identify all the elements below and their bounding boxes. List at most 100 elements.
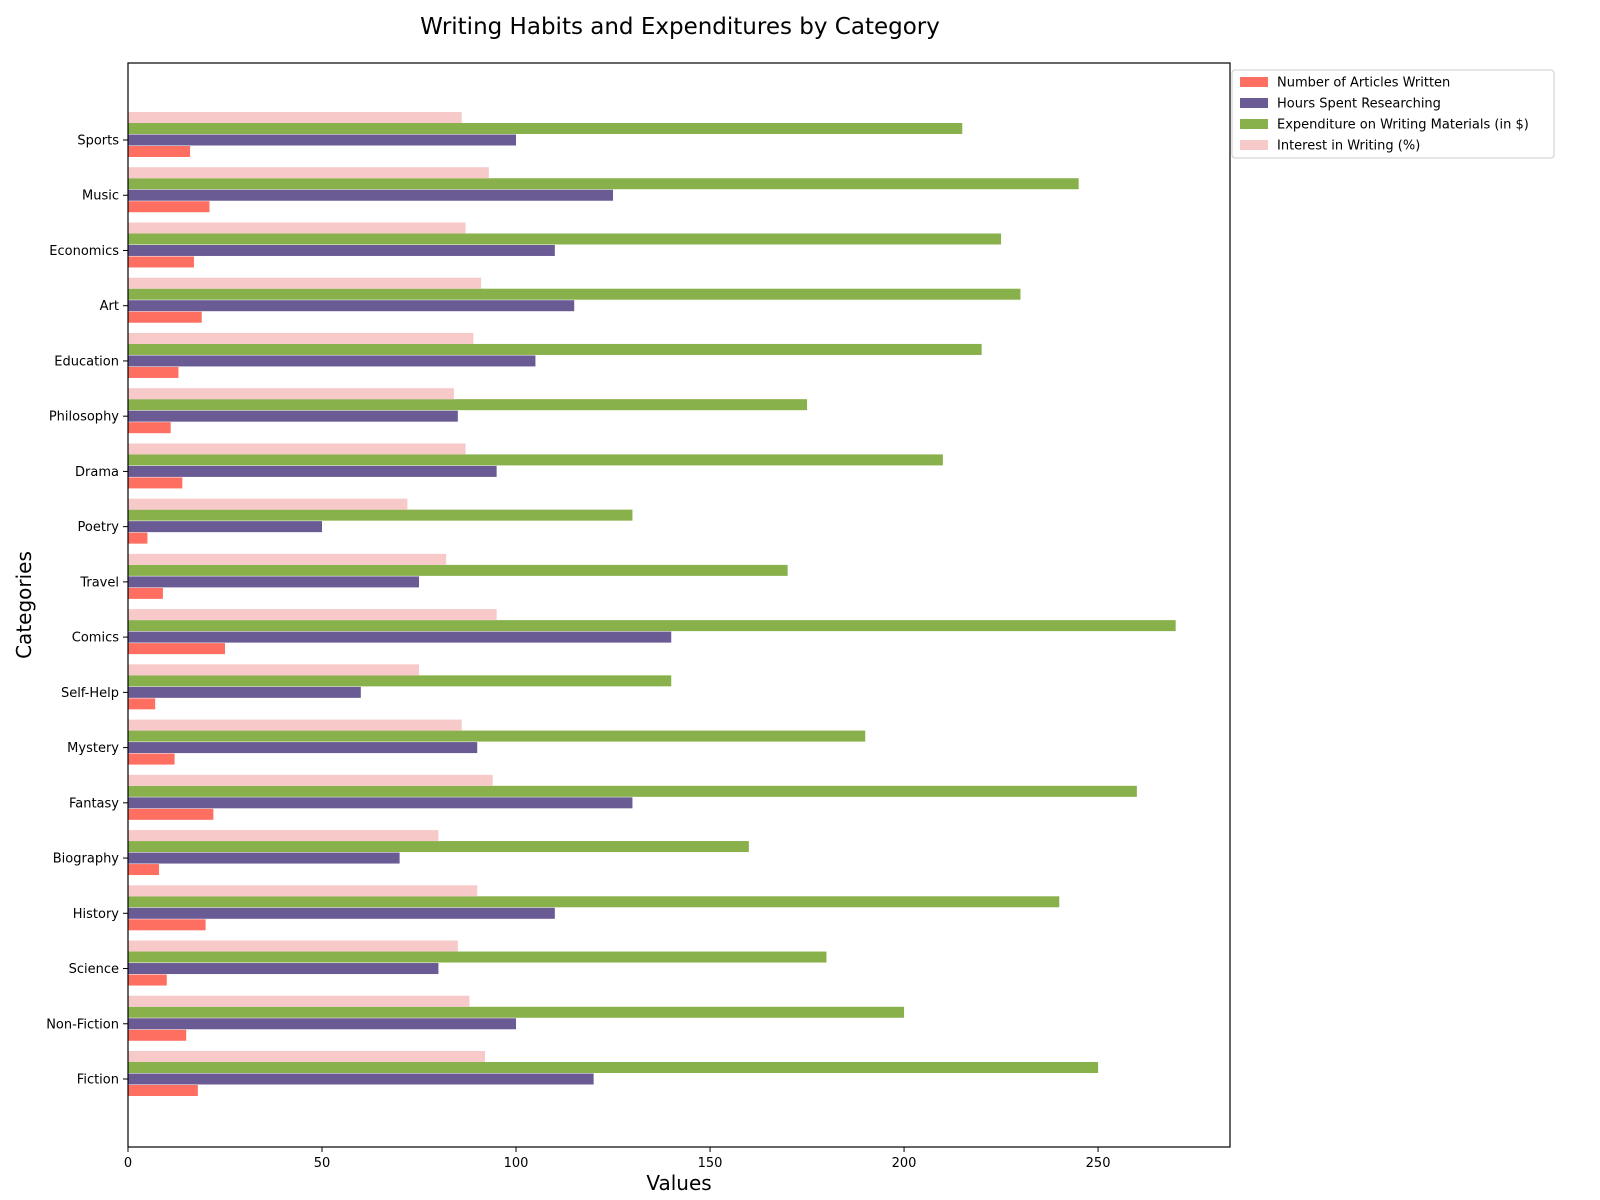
bar-biography-series-2 <box>128 852 400 864</box>
bar-science-series-1 <box>128 974 167 986</box>
bar-fantasy-series-3 <box>128 785 1137 797</box>
y-tick-label: Comics <box>72 631 119 646</box>
y-tick-label: Sports <box>77 134 119 149</box>
bar-philosophy-series-4 <box>128 388 454 400</box>
y-tick-label: Non-Fiction <box>46 1017 119 1032</box>
x-tick-label: 0 <box>124 1156 132 1171</box>
bar-history-series-2 <box>128 907 555 919</box>
y-tick-label: Education <box>54 354 119 369</box>
bar-self-help-series-2 <box>128 686 361 698</box>
plot-frame <box>127 62 1231 1148</box>
legend-label: Interest in Writing (%) <box>1277 139 1420 154</box>
bar-fiction-series-2 <box>128 1073 594 1085</box>
bar-fiction-series-1 <box>128 1085 198 1096</box>
bar-travel-series-3 <box>128 564 788 576</box>
y-tick-label: Biography <box>53 852 120 867</box>
bar-education-series-2 <box>128 355 536 367</box>
bar-biography-series-1 <box>128 864 160 876</box>
bar-travel-series-1 <box>128 587 163 599</box>
legend: Number of Articles Written Hours Spent Re… <box>1231 69 1555 159</box>
bar-history-series-4 <box>128 885 478 897</box>
legend-swatch <box>1240 98 1268 108</box>
x-axis-label: Values <box>646 1171 711 1195</box>
bar-history-series-1 <box>128 919 206 931</box>
bar-education-series-4 <box>128 332 474 344</box>
bar-science-series-2 <box>128 963 439 975</box>
bar-art-series-3 <box>128 288 1021 300</box>
y-tick-label: Self-Help <box>61 686 119 701</box>
bar-philosophy-series-3 <box>128 399 808 411</box>
y-axis-label: Categories <box>12 551 36 659</box>
x-tick-label: 100 <box>504 1156 529 1171</box>
bar-music-series-1 <box>128 201 210 213</box>
bar-comics-series-2 <box>128 631 672 643</box>
bar-non-fiction-series-2 <box>128 1018 517 1030</box>
x-tick-label: 200 <box>892 1156 917 1171</box>
bar-education-series-1 <box>128 366 179 378</box>
x-axis: 0 50 100 150 200 250 <box>124 1147 1111 1171</box>
bar-music-series-4 <box>128 167 489 179</box>
bar-science-series-3 <box>128 951 827 963</box>
bar-drama-series-3 <box>128 454 943 466</box>
legend-frame <box>1231 69 1555 159</box>
y-axis: Fiction Non-Fiction Science History Biograph… <box>46 134 128 1088</box>
bar-fiction-series-3 <box>128 1062 1099 1073</box>
bar-economics-series-2 <box>128 244 555 256</box>
bar-economics-series-1 <box>128 256 194 268</box>
y-tick-label: Poetry <box>78 520 120 535</box>
bar-art-series-2 <box>128 300 575 312</box>
bar-history-series-3 <box>128 896 1060 908</box>
bar-economics-series-4 <box>128 222 466 234</box>
bar-mystery-series-3 <box>128 730 866 742</box>
bar-non-fiction-series-1 <box>128 1029 187 1041</box>
y-tick-label: Mystery <box>67 741 119 756</box>
y-tick-label: History <box>73 907 120 922</box>
bar-economics-series-3 <box>128 233 1002 245</box>
bar-comics-series-4 <box>128 609 497 621</box>
bar-fantasy-series-1 <box>128 808 214 820</box>
x-tick-label: 150 <box>698 1156 723 1171</box>
bar-mystery-series-2 <box>128 742 478 754</box>
bar-philosophy-series-2 <box>128 410 458 422</box>
bar-mystery-series-4 <box>128 719 462 731</box>
bar-drama-series-4 <box>128 443 466 455</box>
bar-fantasy-series-4 <box>128 774 493 786</box>
y-tick-label: Drama <box>75 465 119 480</box>
legend-label: Hours Spent Researching <box>1277 97 1441 112</box>
bar-fantasy-series-2 <box>128 797 633 809</box>
bar-philosophy-series-1 <box>128 422 171 434</box>
bar-art-series-4 <box>128 277 482 289</box>
legend-swatch <box>1240 140 1268 150</box>
bar-poetry-series-1 <box>128 532 148 544</box>
bar-education-series-3 <box>128 343 982 355</box>
bar-biography-series-3 <box>128 841 749 853</box>
y-tick-label: Fantasy <box>69 796 119 811</box>
y-tick-label: Art <box>100 299 119 314</box>
bar-music-series-2 <box>128 189 614 201</box>
bar-art-series-1 <box>128 311 202 323</box>
y-tick-label: Travel <box>79 575 119 590</box>
bar-travel-series-2 <box>128 576 420 588</box>
bar-non-fiction-series-4 <box>128 995 470 1007</box>
bar-poetry-series-2 <box>128 521 323 533</box>
bar-self-help-series-4 <box>128 664 420 676</box>
y-tick-label: Economics <box>49 244 119 259</box>
legend-label: Number of Articles Written <box>1277 76 1450 91</box>
bar-drama-series-2 <box>128 465 497 477</box>
bar-self-help-series-3 <box>128 675 672 687</box>
bar-sports-series-4 <box>128 112 462 123</box>
bar-mystery-series-1 <box>128 753 175 765</box>
bar-poetry-series-3 <box>128 509 633 521</box>
bar-sports-series-1 <box>128 146 191 157</box>
bar-drama-series-1 <box>128 477 183 489</box>
y-tick-label: Music <box>82 189 119 204</box>
bar-music-series-3 <box>128 178 1079 190</box>
x-tick-label: 250 <box>1086 1156 1111 1171</box>
bar-sports-series-2 <box>128 134 517 146</box>
bar-science-series-4 <box>128 940 458 952</box>
bar-non-fiction-series-3 <box>128 1006 905 1018</box>
y-tick-label: Philosophy <box>49 410 119 425</box>
bar-travel-series-4 <box>128 553 447 565</box>
